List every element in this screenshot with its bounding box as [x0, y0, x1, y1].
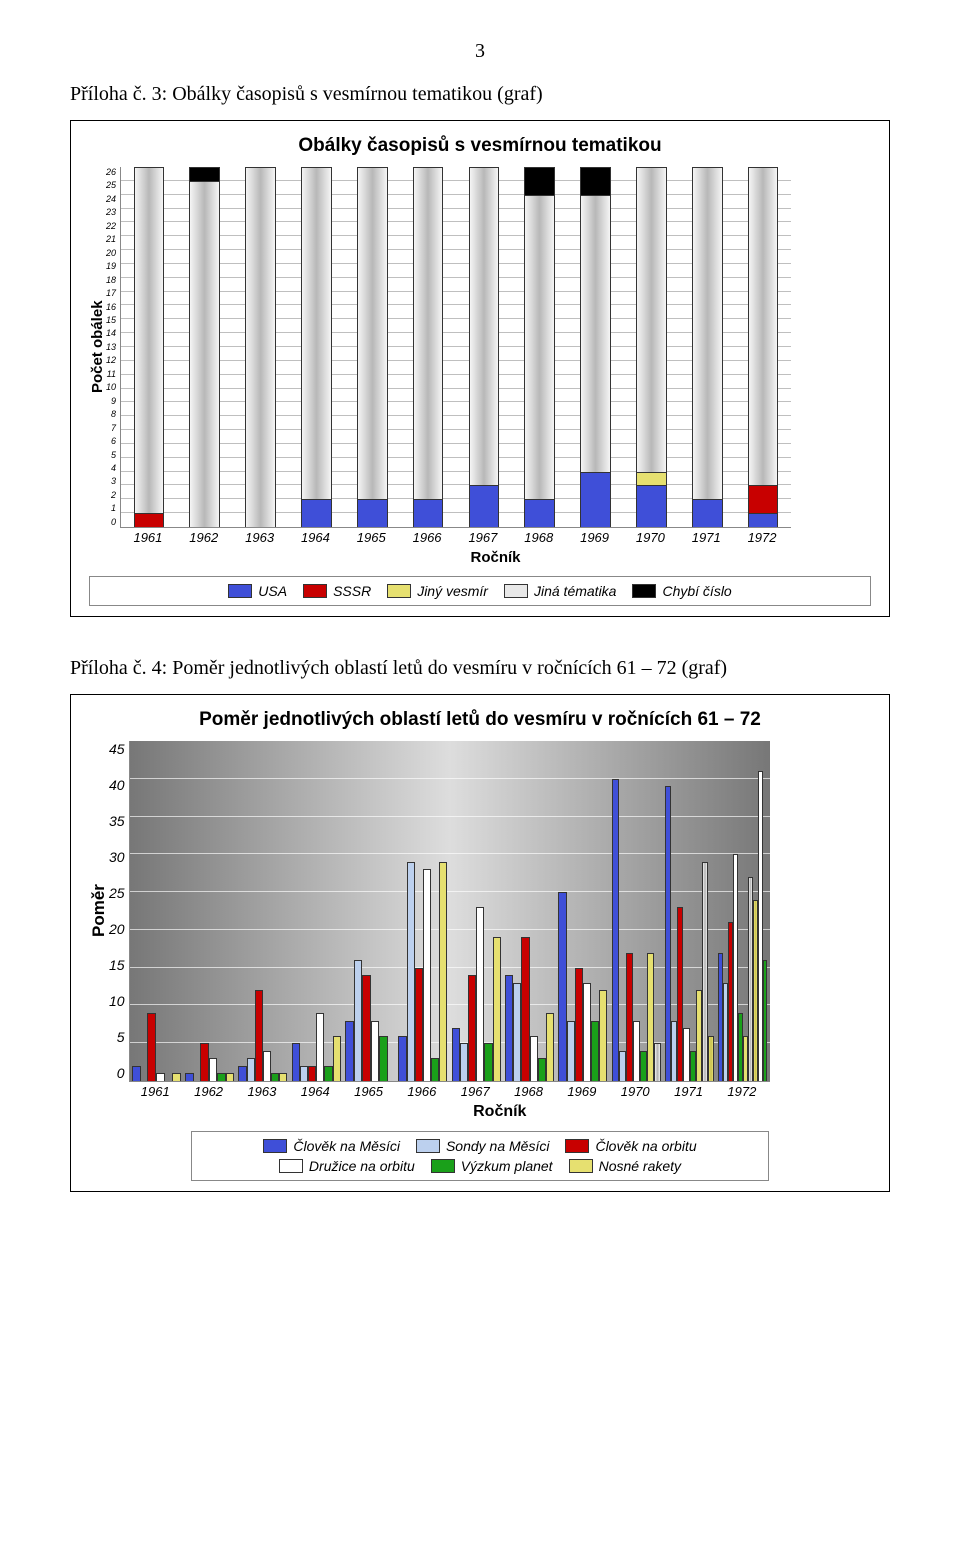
attach3-legend: USASSSRJiný vesmírJiná tématikaChybí čís…	[89, 576, 871, 606]
attach3-xlabel: Ročník	[120, 549, 871, 566]
attach3-chart: Obálky časopisů s vesmírnou tematikou Po…	[70, 120, 890, 617]
attach3-xticks: 1961196219631964196519661967196819691970…	[120, 530, 790, 545]
attach4-yticks: 454035302520151050	[109, 741, 129, 1081]
attach3-title: Obálky časopisů s vesmírnou tematikou	[89, 135, 871, 157]
attach3-plot	[120, 167, 791, 528]
attach3-yticks: 2625242322212019181716151413121110987654…	[106, 167, 120, 527]
attach4-xticks: 1961196219631964196519661967196819691970…	[129, 1084, 769, 1099]
attach4-xlabel: Ročník	[129, 1103, 871, 1121]
attach4-caption: Příloha č. 4: Poměr jednotlivých oblastí…	[70, 657, 890, 680]
page-number: 3	[70, 40, 890, 63]
attach3-caption: Příloha č. 3: Obálky časopisů s vesmírno…	[70, 83, 890, 106]
attach4-title: Poměr jednotlivých oblastí letů do vesmí…	[89, 709, 871, 731]
attach4-legend: Člověk na MěsíciSondy na MěsíciČlověk na…	[191, 1131, 769, 1181]
attach4-ylabel: Poměr	[89, 741, 109, 1081]
attach4-chart: Poměr jednotlivých oblastí letů do vesmí…	[70, 694, 890, 1192]
attach4-plot	[129, 741, 770, 1082]
attach3-ylabel: Počet obálek	[89, 167, 106, 527]
